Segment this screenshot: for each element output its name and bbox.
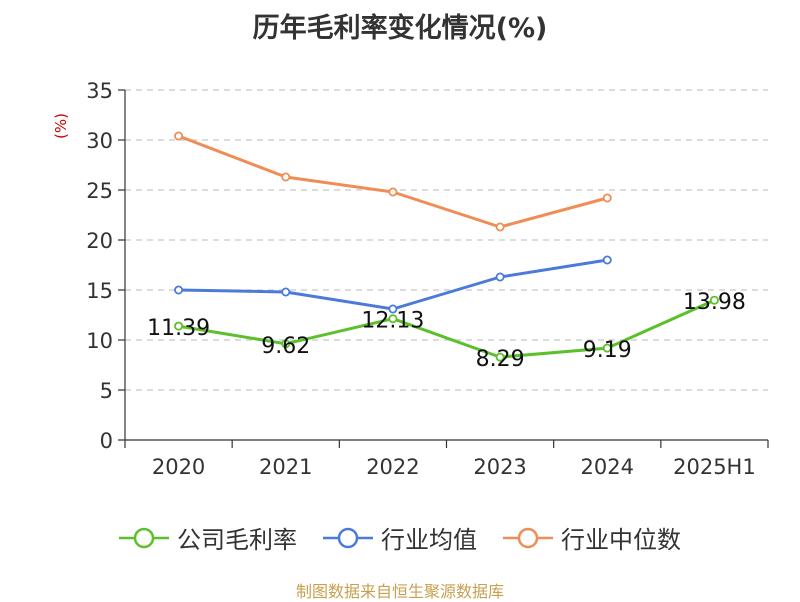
series-line (178, 258, 608, 311)
legend-marker-icon (323, 527, 373, 548)
axes: 0 5 10 15 20 25 30 35 2020 2021 2022 2023 2024 2025H1 (86, 79, 769, 479)
x-tick-label: 2025H1 (673, 455, 756, 479)
x-tick-label: 2022 (366, 455, 419, 479)
legend-label: 公司毛利率 (177, 526, 297, 554)
data-point (174, 131, 184, 141)
series-line (178, 298, 716, 359)
data-point (174, 321, 184, 331)
data-label: 9.19 (583, 338, 632, 363)
data-point (388, 187, 398, 197)
x-tick-label: 2020 (152, 455, 205, 479)
series-line (178, 134, 608, 229)
data-label: 9.62 (261, 334, 310, 359)
data-labels: 11.39 9.62 12.13 8.29 9.19 13.98 (147, 290, 746, 372)
y-tick-label: 30 (86, 129, 113, 153)
y-tick-label: 15 (86, 279, 113, 303)
legend-marker-icon (503, 527, 553, 548)
chart-title: 历年毛利率变化情况(%) (252, 13, 548, 44)
data-label: 8.29 (476, 347, 525, 372)
data-point (281, 287, 291, 297)
y-axis-label: (%) (52, 113, 70, 139)
data-point (174, 285, 184, 295)
legend-marker-icon (119, 527, 169, 548)
legend-label: 行业均值 (381, 526, 477, 554)
y-tick-label: 25 (86, 179, 113, 203)
data-point (388, 314, 398, 324)
data-point (602, 255, 612, 265)
x-tick-label: 2021 (259, 455, 312, 479)
data-point (602, 193, 612, 203)
series (174, 131, 719, 362)
legend-label: 行业中位数 (561, 526, 681, 554)
legend-item[interactable]: 行业中位数 (503, 520, 681, 555)
data-point (281, 172, 291, 182)
x-tick-label: 2024 (581, 455, 634, 479)
y-tick-label: 0 (100, 429, 113, 453)
data-label: 12.13 (361, 309, 424, 334)
data-label: 13.98 (683, 290, 746, 315)
data-point (388, 304, 398, 314)
data-label: 11.39 (147, 316, 210, 341)
data-point (281, 339, 291, 349)
data-point (495, 272, 505, 282)
y-tick-label: 10 (86, 329, 113, 353)
data-point (709, 295, 719, 305)
data-point (602, 343, 612, 353)
source-note: 制图数据来自恒生聚源数据库 (295, 582, 504, 601)
y-tick-label: 20 (86, 229, 113, 253)
gridlines (125, 89, 768, 391)
y-tick-label: 35 (86, 79, 113, 103)
x-tick-label: 2023 (473, 455, 526, 479)
data-point (495, 352, 505, 362)
y-tick-label: 5 (100, 379, 113, 403)
legend-item[interactable]: 行业均值 (323, 520, 477, 555)
legend: 公司毛利率 行业均值 行业中位数 (0, 520, 800, 555)
legend-item[interactable]: 公司毛利率 (119, 520, 297, 555)
data-point (495, 222, 505, 232)
